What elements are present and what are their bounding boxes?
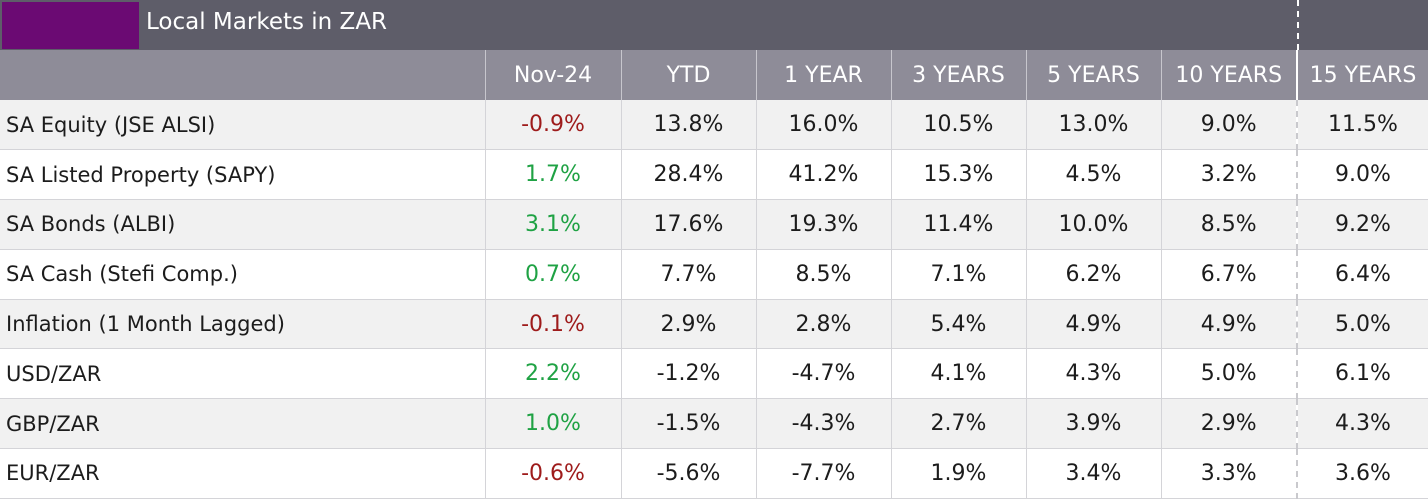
table-row: SA Bonds (ALBI) 3.1% 17.6% 19.3% 11.4% 10.0% 8… (0, 199, 1428, 250)
cell-ytd: 28.4% (620, 149, 756, 201)
cell-1-year: -4.3% (755, 398, 891, 450)
column-header-month: Nov-24 (484, 50, 621, 100)
cell-1-year: 19.3% (755, 199, 891, 250)
cell-3-years: 7.1% (890, 249, 1026, 300)
cell-15-years: 3.6% (1296, 448, 1428, 499)
cell-15-years: 4.3% (1296, 398, 1428, 450)
column-header-3-years: 3 YEARS (890, 50, 1026, 100)
table-row: SA Cash (Stefi Comp.) 0.7% 7.7% 8.5% 7.1% 6.2… (0, 249, 1428, 300)
cell-5-years: 4.9% (1025, 299, 1161, 350)
row-label: SA Cash (Stefi Comp.) (0, 249, 485, 300)
cell-15-years: 6.4% (1296, 249, 1428, 300)
cell-5-years: 3.9% (1025, 398, 1161, 450)
header-row: Nov-24 YTD 1 YEAR 3 YEARS 5 YEARS 10 YEA… (0, 50, 1428, 100)
cell-ytd: -1.5% (620, 398, 756, 450)
title-dashed-divider (1297, 0, 1299, 50)
cell-5-years: 13.0% (1025, 100, 1161, 151)
table-body: SA Equity (JSE ALSI) -0.9% 13.8% 16.0% 10.5%… (0, 100, 1428, 499)
cell-month: -0.6% (484, 448, 621, 499)
column-header-5-years: 5 YEARS (1025, 50, 1161, 100)
cell-month: -0.9% (484, 100, 621, 151)
row-label: SA Bonds (ALBI) (0, 199, 485, 250)
cell-15-years: 5.0% (1296, 299, 1428, 350)
cell-15-years: 6.1% (1296, 348, 1428, 400)
cell-1-year: 8.5% (755, 249, 891, 300)
cell-ytd: 13.8% (620, 100, 756, 151)
cell-month: 1.0% (484, 398, 621, 450)
table-row: USD/ZAR 2.2% -1.2% -4.7% 4.1% 4.3% 5.0% 6.1% (0, 348, 1428, 400)
cell-1-year: 41.2% (755, 149, 891, 201)
cell-1-year: -7.7% (755, 448, 891, 499)
cell-month: 1.7% (484, 149, 621, 201)
title-bar (0, 0, 1428, 50)
row-label: Inflation (1 Month Lagged) (0, 299, 485, 350)
title-accent-block (2, 2, 139, 49)
cell-5-years: 6.2% (1025, 249, 1161, 300)
cell-3-years: 11.4% (890, 199, 1026, 250)
cell-ytd: -5.6% (620, 448, 756, 499)
cell-1-year: -4.7% (755, 348, 891, 400)
cell-3-years: 4.1% (890, 348, 1026, 400)
cell-5-years: 4.3% (1025, 348, 1161, 400)
cell-ytd: 17.6% (620, 199, 756, 250)
cell-15-years: 11.5% (1296, 100, 1428, 151)
table-row: EUR/ZAR -0.6% -5.6% -7.7% 1.9% 3.4% 3.3% 3.6% (0, 448, 1428, 499)
cell-ytd: -1.2% (620, 348, 756, 400)
column-header-15-years: 15 YEARS (1296, 50, 1428, 100)
cell-15-years: 9.0% (1296, 149, 1428, 201)
table-row: SA Equity (JSE ALSI) -0.9% 13.8% 16.0% 10.5%… (0, 100, 1428, 151)
returns-table: Nov-24 YTD 1 YEAR 3 YEARS 5 YEARS 10 YEA… (0, 50, 1428, 499)
row-label: GBP/ZAR (0, 398, 485, 450)
cell-10-years: 8.5% (1160, 199, 1297, 250)
cell-10-years: 5.0% (1160, 348, 1297, 400)
cell-5-years: 4.5% (1025, 149, 1161, 201)
cell-10-years: 9.0% (1160, 100, 1297, 151)
table-row: SA Listed Property (SAPY) 1.7% 28.4% 41.2% 1… (0, 149, 1428, 201)
row-label: SA Equity (JSE ALSI) (0, 100, 485, 151)
cell-ytd: 2.9% (620, 299, 756, 350)
row-label: EUR/ZAR (0, 448, 485, 499)
cell-5-years: 10.0% (1025, 199, 1161, 250)
table-row: GBP/ZAR 1.0% -1.5% -4.3% 2.7% 3.9% 2.9% 4.3% (0, 398, 1428, 450)
row-label: SA Listed Property (SAPY) (0, 149, 485, 201)
cell-5-years: 3.4% (1025, 448, 1161, 499)
cell-month: 3.1% (484, 199, 621, 250)
cell-3-years: 1.9% (890, 448, 1026, 499)
cell-3-years: 2.7% (890, 398, 1026, 450)
cell-month: -0.1% (484, 299, 621, 350)
cell-10-years: 4.9% (1160, 299, 1297, 350)
cell-15-years: 9.2% (1296, 199, 1428, 250)
cell-10-years: 2.9% (1160, 398, 1297, 450)
column-header-1-year: 1 YEAR (755, 50, 891, 100)
cell-month: 0.7% (484, 249, 621, 300)
cell-3-years: 10.5% (890, 100, 1026, 151)
cell-ytd: 7.7% (620, 249, 756, 300)
cell-10-years: 3.2% (1160, 149, 1297, 201)
cell-1-year: 2.8% (755, 299, 891, 350)
cell-3-years: 15.3% (890, 149, 1026, 201)
column-header-label (0, 50, 485, 100)
cell-10-years: 3.3% (1160, 448, 1297, 499)
cell-3-years: 5.4% (890, 299, 1026, 350)
cell-10-years: 6.7% (1160, 249, 1297, 300)
row-label: USD/ZAR (0, 348, 485, 400)
column-header-10-years: 10 YEARS (1160, 50, 1297, 100)
cell-1-year: 16.0% (755, 100, 891, 151)
cell-month: 2.2% (484, 348, 621, 400)
table-title: Local Markets in ZAR (146, 9, 388, 35)
table-row: Inflation (1 Month Lagged) -0.1% 2.9% 2.8% 5… (0, 299, 1428, 350)
column-header-ytd: YTD (620, 50, 756, 100)
